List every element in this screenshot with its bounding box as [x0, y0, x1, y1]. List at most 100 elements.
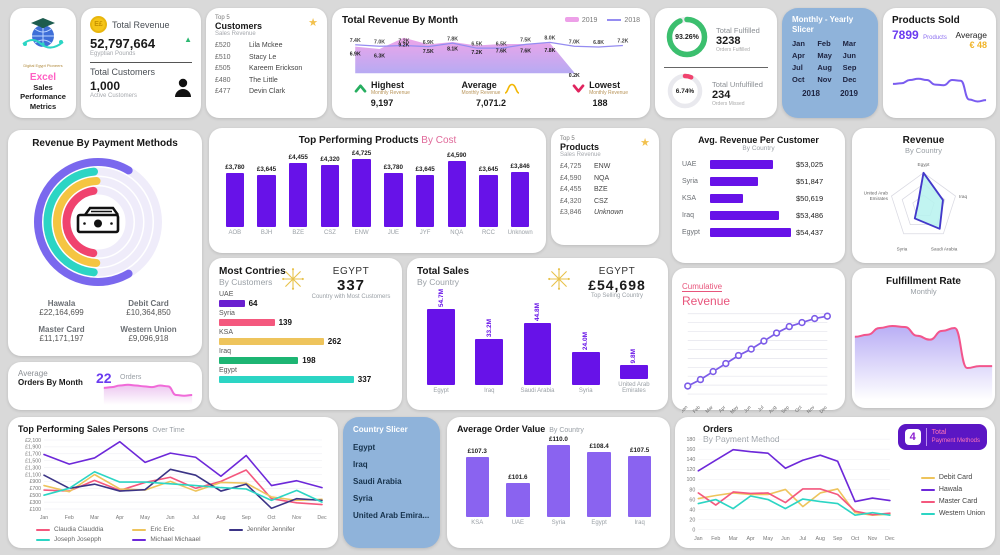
legend-item[interactable]: Joseph Josepph — [36, 536, 132, 543]
month-jul[interactable]: Jul — [792, 63, 803, 73]
bar[interactable] — [320, 164, 340, 227]
list-item[interactable]: £477 Devin Clark — [215, 88, 318, 95]
hbar[interactable] — [219, 375, 354, 384]
country-option[interactable]: United Arab Emira... — [353, 510, 430, 520]
bar[interactable] — [289, 162, 308, 227]
orders-line-chart[interactable]: 0 20 40 60 80 100 120 140 160 180 Jan Feb Mar Apr May J… — [679, 435, 897, 543]
hbar-row[interactable]: KSA $50,619 — [682, 194, 835, 203]
bar-column[interactable]: £3,645 BJH — [251, 166, 283, 237]
bar[interactable] — [506, 482, 530, 517]
list-item[interactable]: £4,725 ENW — [560, 163, 650, 170]
month-mar[interactable]: Mar — [842, 39, 856, 49]
bar-column[interactable]: 24.0M Syria — [562, 332, 610, 394]
hbar[interactable] — [710, 160, 774, 169]
month-feb[interactable]: Feb — [817, 39, 831, 49]
bar[interactable] — [427, 309, 456, 386]
legend-2018[interactable]: 2018 — [607, 17, 640, 24]
bar[interactable] — [447, 160, 466, 227]
most-countries-hbar-chart[interactable]: UAE 64 Syria 139 KSA 262 Iraq 198 Egypt 337 — [219, 291, 392, 384]
legend-item[interactable]: Michael Michaael — [132, 536, 228, 543]
month-dec[interactable]: Dec — [842, 75, 857, 85]
hbar-item[interactable]: Syria 139 — [219, 310, 392, 327]
legend-item[interactable]: Master Card — [920, 498, 985, 505]
hbar[interactable] — [219, 356, 299, 365]
bar-column[interactable]: £3,645 JYF — [409, 166, 441, 237]
bar-column[interactable]: 54.7M Egypt — [417, 289, 465, 394]
list-item[interactable]: £4,320 CSZ — [560, 198, 650, 205]
hbar-item[interactable]: Egypt 337 — [219, 367, 392, 384]
hbar[interactable] — [219, 299, 245, 308]
hbar-row[interactable]: UAE $53,025 — [682, 160, 835, 169]
aov-bar-chart[interactable]: £107.3 KSA £101.6 UAE £110.0 Syria £108.4 Egypt… — [457, 436, 660, 526]
payment-methods-radial-chart[interactable] — [18, 151, 192, 293]
hbar-item[interactable]: Iraq 198 — [219, 348, 392, 365]
hbar-item[interactable]: KSA 262 — [219, 329, 392, 346]
bar-column[interactable]: 9.8M United Arab Emirates — [610, 349, 658, 394]
bar[interactable] — [479, 174, 498, 227]
list-item[interactable]: £510 Stacy Le — [215, 54, 318, 61]
fulfillment-rate-area-chart[interactable] — [852, 308, 995, 400]
month-may[interactable]: May — [817, 51, 832, 61]
country-option[interactable]: Saudi Arabia — [353, 476, 402, 486]
fulfilled-gauge[interactable]: 93.26% — [664, 14, 710, 65]
bar-column[interactable]: £3,645 RCC — [473, 166, 505, 237]
year-2018[interactable]: 2018 — [802, 89, 820, 99]
country-option[interactable]: Egypt — [353, 442, 376, 452]
legend-item[interactable]: Claudia Clauddia — [36, 526, 132, 533]
legend-item[interactable]: Hawala — [920, 486, 985, 493]
hbar-row[interactable]: Egypt $54,437 — [682, 228, 835, 237]
bar[interactable] — [415, 174, 435, 227]
total-sales-bar-chart[interactable]: 54.7M Egypt 33.2M Iraq 44.8M Saudi Arabia 24.0… — [417, 289, 658, 394]
month-aug[interactable]: Aug — [817, 63, 832, 73]
bar[interactable] — [546, 445, 571, 517]
month-jun[interactable]: Jun — [842, 51, 856, 61]
hbar[interactable] — [710, 194, 743, 203]
bar-column[interactable]: £4,455 BZE — [282, 154, 314, 236]
hbar-row[interactable]: Iraq $53,486 — [682, 211, 835, 220]
bar-column[interactable]: £107.5 Iraq — [619, 447, 660, 526]
bar-column[interactable]: £3,846 Unknown — [504, 163, 536, 236]
avg-rev-hbar-chart[interactable]: UAE $53,025 Syria $51,847 KSA $50,619 Iraq $53,… — [682, 160, 835, 237]
country-option[interactable]: Syria — [353, 493, 373, 503]
legend-item[interactable]: Western Union — [920, 510, 985, 517]
hbar-row[interactable]: Syria $51,847 — [682, 177, 835, 186]
list-item[interactable]: £520 Lila Mckee — [215, 42, 318, 49]
legend-item[interactable]: Eric Eric — [132, 526, 228, 533]
bar[interactable] — [465, 457, 490, 517]
month-jan[interactable]: Jan — [792, 39, 805, 49]
bar[interactable] — [587, 452, 611, 517]
country-option[interactable]: Iraq — [353, 459, 368, 469]
bar[interactable] — [225, 172, 245, 227]
bar-column[interactable]: £107.3 KSA — [457, 448, 498, 526]
legend-item[interactable]: Debit Card — [920, 474, 985, 481]
top-products-bar-chart[interactable]: £3,780 AOB £3,645 BJH £4,455 BZE £4,320 CSZ £4,7… — [219, 150, 536, 236]
bar[interactable] — [523, 322, 552, 386]
list-item[interactable]: £480 The Little — [215, 77, 318, 84]
bar[interactable] — [257, 174, 276, 227]
bar-column[interactable]: £4,725 ENW — [346, 150, 378, 236]
hbar[interactable] — [710, 228, 791, 237]
hbar[interactable] — [219, 337, 324, 346]
month-sep[interactable]: Sep — [842, 63, 857, 73]
bar-column[interactable]: £3,780 JUE — [378, 164, 410, 236]
bar-column[interactable]: £101.6 UAE — [498, 474, 539, 526]
list-item[interactable]: £4,590 NQA — [560, 175, 650, 182]
bar[interactable] — [352, 159, 371, 227]
bar[interactable] — [571, 351, 600, 386]
month-nov[interactable]: Nov — [817, 75, 832, 85]
revenue-by-month-chart[interactable]: 7.4K 7.0K 7.2K 6.9K 7.8K 6.5K 6.5K 7.5K 8.0K 7.0K… — [342, 27, 640, 80]
bar-column[interactable]: £108.4 Egypt — [579, 443, 620, 526]
month-oct[interactable]: Oct — [792, 75, 805, 85]
list-item[interactable]: £3,846 Unknown — [560, 209, 650, 216]
bar[interactable] — [384, 172, 403, 227]
bar[interactable] — [510, 171, 530, 227]
products-sold-sparkline[interactable] — [891, 70, 988, 112]
month-apr[interactable]: Apr — [792, 51, 805, 61]
unfulfilled-gauge[interactable]: 6.74% — [664, 70, 706, 117]
legend-2019[interactable]: 2019 — [564, 17, 597, 24]
bar-column[interactable]: £4,590 NQA — [441, 152, 473, 236]
hbar-item[interactable]: UAE 64 — [219, 291, 392, 308]
sales-persons-line-chart[interactable]: £100 £300 £500 £700 £900 £1,100 £1,300 £1,500 £1… — [18, 435, 328, 523]
bar-column[interactable]: £3,780 AOB — [219, 164, 251, 236]
radar-chart[interactable]: Egypt Iraq Saudi Arabia Syria United Arab Emi… — [858, 155, 989, 263]
